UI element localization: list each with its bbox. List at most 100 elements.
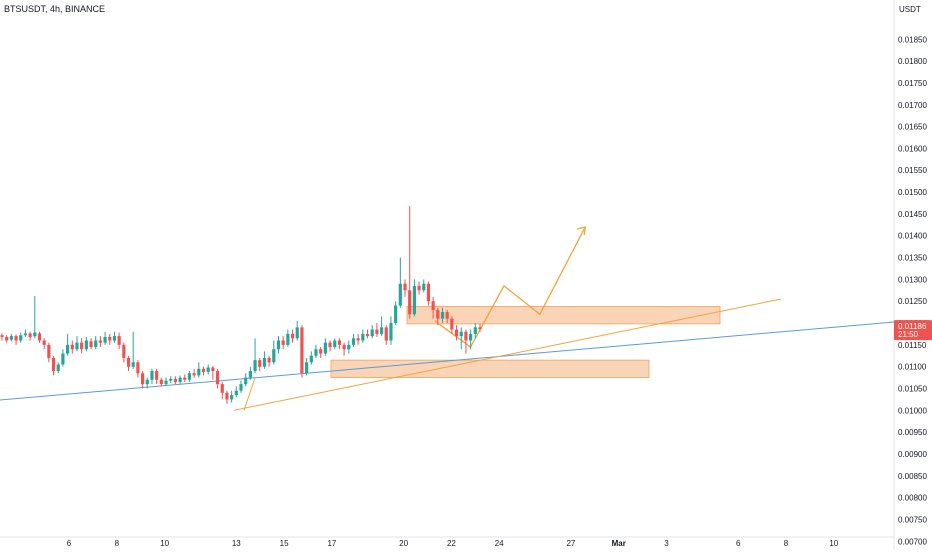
- current-price-value: 0.01186: [898, 322, 927, 331]
- candle: [211, 365, 215, 380]
- candle: [178, 375, 182, 385]
- candle-body: [126, 357, 131, 367]
- candle: [197, 362, 201, 378]
- candle: [164, 377, 168, 387]
- candle-body: [319, 349, 323, 354]
- candle-body: [394, 305, 398, 324]
- candle: [300, 325, 304, 378]
- candle-body: [356, 338, 360, 341]
- candle: [478, 323, 482, 332]
- y-tick-label: 0.00700: [898, 537, 927, 546]
- candle: [408, 206, 412, 319]
- candle: [309, 351, 313, 365]
- y-tick-label: 0.01550: [898, 166, 927, 175]
- y-tick-label: 0.01250: [898, 297, 927, 306]
- candles-layer: [0, 206, 482, 404]
- candle: [230, 390, 234, 403]
- candle: [356, 333, 360, 345]
- y-tick-label: 0.00750: [898, 515, 927, 524]
- x-tick-label: Mar: [612, 539, 626, 548]
- candle: [314, 344, 318, 358]
- candle-body: [37, 333, 42, 341]
- candle-body: [309, 355, 313, 363]
- candle-body: [220, 384, 224, 393]
- candle-body: [290, 333, 295, 339]
- candle-body: [47, 344, 51, 358]
- candle-body: [370, 329, 374, 337]
- candle-body: [169, 378, 173, 381]
- candle: [281, 336, 285, 350]
- y-tick-label: 0.01450: [898, 210, 927, 219]
- candle-body: [75, 342, 79, 350]
- candle: [201, 366, 206, 376]
- candle-body: [183, 377, 187, 380]
- candle: [37, 331, 42, 343]
- candle: [108, 333, 112, 345]
- candle-body: [178, 377, 182, 382]
- candle-body: [131, 362, 135, 367]
- y-tick-label: 0.01300: [898, 275, 927, 284]
- candle: [159, 377, 163, 387]
- candle-body: [305, 362, 309, 374]
- candle-body: [140, 373, 145, 385]
- candle: [286, 329, 290, 348]
- x-tick-label: 6: [736, 539, 741, 548]
- candle-body: [333, 340, 337, 348]
- candle-body: [70, 344, 74, 350]
- candle: [225, 390, 229, 404]
- x-tick-label: 8: [784, 539, 789, 548]
- price-axis[interactable]: USDT 0.01850 0.01800 0.01750 0.01700 0.01650…: [898, 5, 927, 546]
- candle: [361, 329, 365, 343]
- y-axis-unit: USDT: [899, 5, 921, 14]
- y-tick-label: 0.00950: [898, 428, 927, 437]
- trendline-orange: [233, 298, 782, 411]
- candle-body: [272, 349, 276, 363]
- time-axis[interactable]: 6 8 10 13 15 17 20 22 24 27 Mar 3 6 8 10: [67, 539, 839, 548]
- candle: [384, 325, 388, 345]
- candle-body: [286, 333, 290, 345]
- candle-body: [384, 327, 388, 341]
- candle-body: [258, 360, 262, 367]
- y-tick-label: 0.01800: [898, 57, 927, 66]
- y-tick-label: 0.01850: [898, 35, 927, 44]
- x-tick-label: 17: [327, 539, 336, 548]
- y-tick-label: 0.01050: [898, 384, 927, 393]
- candle: [169, 376, 173, 384]
- candle: [33, 295, 37, 339]
- candle-body: [337, 340, 342, 345]
- candle: [84, 336, 88, 352]
- candle-body: [417, 285, 421, 291]
- candle-body: [150, 371, 154, 380]
- candle-body: [230, 395, 234, 400]
- candle-body: [56, 364, 60, 372]
- candle-body: [248, 371, 252, 378]
- candle-body: [61, 353, 65, 365]
- y-tick-label: 0.01600: [898, 144, 927, 153]
- candle-body: [422, 283, 426, 291]
- candle-body: [412, 285, 416, 315]
- candle: [290, 329, 295, 343]
- candle-body: [328, 342, 332, 348]
- candle: [248, 366, 252, 380]
- candle-body: [281, 340, 285, 345]
- candle: [445, 309, 449, 324]
- candle: [272, 340, 276, 365]
- candle: [94, 336, 98, 350]
- candle: [398, 257, 402, 308]
- candle: [145, 377, 149, 389]
- candle: [131, 331, 135, 369]
- candle-body: [42, 340, 46, 345]
- candle: [61, 349, 65, 367]
- candle-body: [14, 336, 18, 341]
- y-tick-label: 0.01500: [898, 188, 927, 197]
- candle-body: [84, 340, 88, 350]
- candle-body: [155, 371, 159, 380]
- candle: [103, 331, 107, 345]
- candle-body: [436, 309, 440, 319]
- candle: [319, 347, 323, 358]
- candle: [80, 338, 84, 354]
- candle: [333, 338, 337, 350]
- candle: [206, 364, 210, 375]
